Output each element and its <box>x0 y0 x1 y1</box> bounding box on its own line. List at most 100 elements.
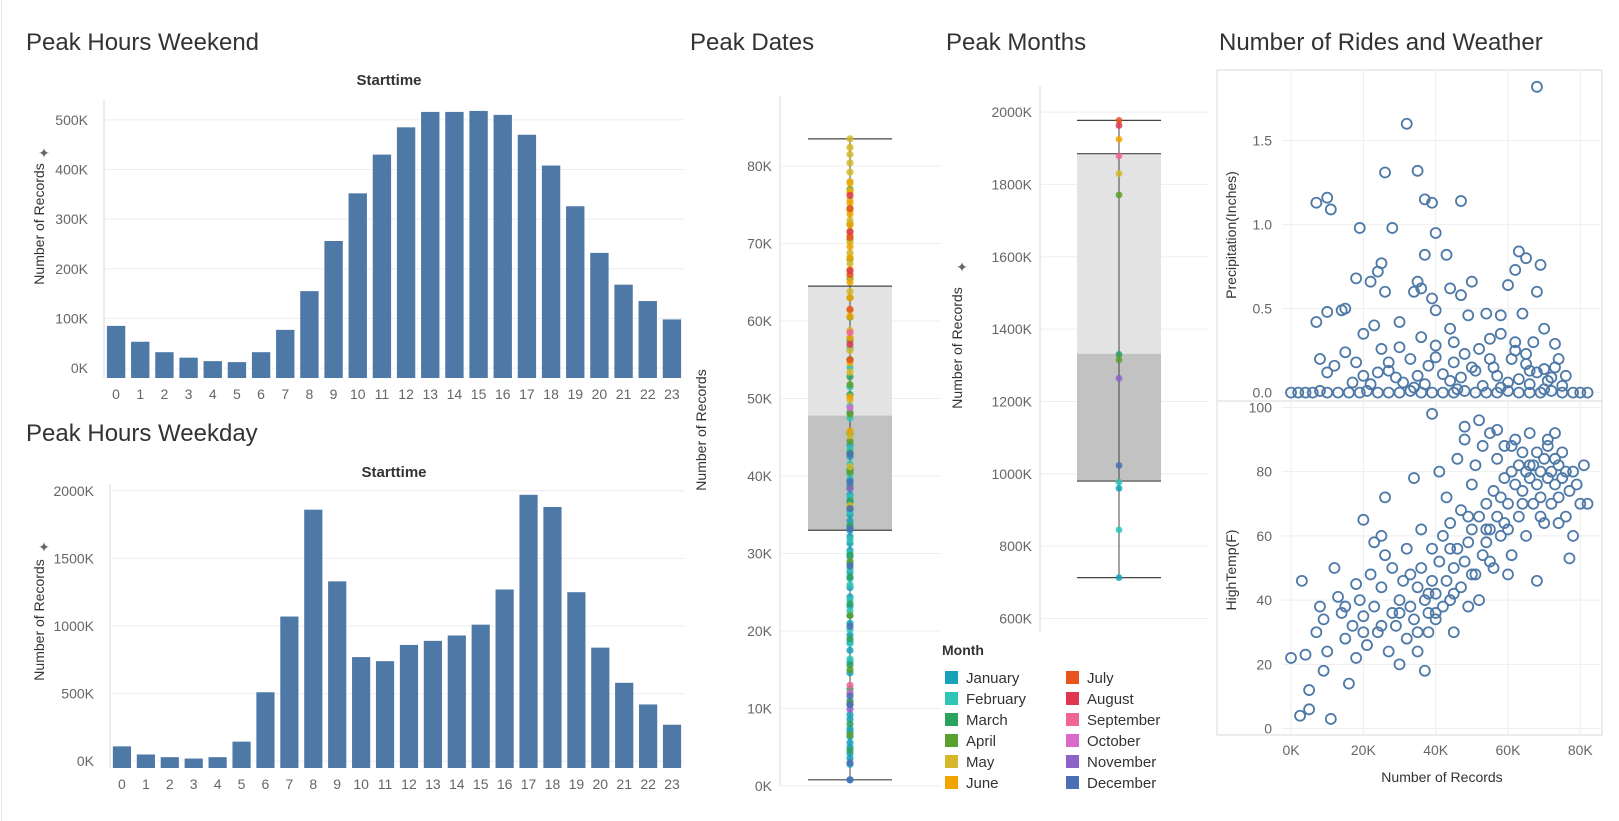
weekday-xtick-label: 6 <box>262 776 270 792</box>
precip-grid <box>1282 70 1602 401</box>
precip-point <box>1534 259 1547 271</box>
weekend-xtick-label: 14 <box>447 386 463 402</box>
temp-point <box>1386 562 1399 574</box>
weather-title: Number of Rides and Weather <box>1219 29 1543 56</box>
temp-point <box>1531 446 1543 459</box>
dates-point <box>846 404 854 412</box>
temp-point <box>1541 440 1554 452</box>
weekday-bar <box>232 741 251 768</box>
temp-point <box>1285 652 1297 664</box>
temp-point <box>1350 652 1363 664</box>
temp-point <box>1491 424 1504 436</box>
temp-point <box>1549 452 1561 465</box>
months-point <box>1115 374 1123 382</box>
weekend-xtick-label: 8 <box>306 386 314 402</box>
weekend-bar <box>469 110 488 379</box>
weekend-xtick-label: 12 <box>398 386 414 402</box>
weekend-xtick-label: 18 <box>543 386 559 402</box>
precip-point <box>1523 364 1536 377</box>
legend-swatch <box>1066 755 1079 768</box>
weekend-xtick-label: 19 <box>567 386 583 402</box>
temp-point <box>1502 497 1514 510</box>
dates-point <box>846 692 854 700</box>
dates-point <box>846 535 854 544</box>
temp-point <box>1484 427 1496 440</box>
temp-point <box>1368 600 1381 613</box>
weekend-xtick-label: 20 <box>592 386 608 402</box>
legend-swatch <box>945 692 958 705</box>
precip-point <box>1415 282 1428 295</box>
weekday-xtick-label: 7 <box>285 776 293 792</box>
temp-point <box>1512 510 1525 523</box>
weekend-ytick-label: 300K <box>55 211 88 227</box>
months-point <box>1115 478 1123 486</box>
precip-point <box>1339 302 1352 315</box>
weekend-bar <box>155 352 174 378</box>
temp-point <box>1357 626 1370 639</box>
temp-point <box>1324 713 1337 725</box>
temp-point <box>1400 542 1413 555</box>
dates-point <box>846 666 854 674</box>
dates-yticks: 0K 10K 20K 30K 40K 50K 60K 70K 80K <box>747 158 773 794</box>
temp-point <box>1411 645 1424 658</box>
weekday-xtick-label: 22 <box>640 776 656 792</box>
dates-point <box>846 380 854 389</box>
dates-point <box>846 484 854 492</box>
precip-point <box>1480 307 1493 320</box>
weekend-bar <box>179 357 198 378</box>
weekend-xtick-label: 10 <box>350 386 366 402</box>
temp-point <box>1520 529 1532 542</box>
dates-point <box>846 334 854 342</box>
temp-point <box>1397 574 1410 587</box>
weekend-pin-icon: ✦ <box>38 145 50 161</box>
months-ylabel: Number of Records <box>949 287 965 408</box>
temp-xtick-label: 60K <box>1496 742 1522 758</box>
weekday-bar <box>112 746 132 768</box>
precip-point <box>1411 164 1424 177</box>
dates-point <box>846 143 854 151</box>
temp-point <box>1429 613 1442 626</box>
dates-point <box>846 746 854 754</box>
weekday-bar <box>423 640 442 768</box>
temp-point <box>1552 491 1565 504</box>
precip-point <box>1364 275 1377 288</box>
temp-point <box>1404 568 1417 581</box>
legend-label: February <box>966 691 1027 708</box>
weekend-bar <box>590 252 609 378</box>
weekend-xtick-label: 11 <box>375 386 390 402</box>
precip-point <box>1512 245 1525 258</box>
months-point <box>1115 574 1123 582</box>
temp-point <box>1487 562 1500 574</box>
precip-point <box>1437 368 1449 381</box>
weekend-bar <box>372 154 392 378</box>
weekend-ytick-label: 500K <box>55 112 88 128</box>
precip-point <box>1429 339 1442 352</box>
temp-point <box>1295 574 1308 587</box>
legend-items: January February March April May June July Augu… <box>945 670 1160 792</box>
precip-point <box>1473 343 1485 355</box>
dates-point <box>846 478 854 486</box>
dates-point <box>846 410 854 418</box>
temp-point <box>1379 491 1391 504</box>
legend-swatch <box>1066 692 1079 705</box>
legend-title: Month <box>942 642 984 658</box>
precip-point <box>1476 379 1489 392</box>
months-point <box>1115 526 1123 534</box>
months-ytick-label: 1000K <box>992 466 1033 482</box>
temp-point <box>1458 420 1471 433</box>
temp-point <box>1469 568 1482 581</box>
precip-point <box>1364 378 1377 391</box>
temp-point <box>1415 562 1428 574</box>
weather-charts: Number of Rides and Weather Precipitatio… <box>1216 29 1603 785</box>
months-points <box>1115 117 1123 582</box>
temp-point <box>1429 587 1442 600</box>
temp-point <box>1447 587 1460 600</box>
weekday-bar <box>591 647 610 768</box>
temp-point <box>1462 510 1475 523</box>
temp-point <box>1491 452 1504 465</box>
precip-point <box>1353 386 1366 399</box>
dates-points <box>846 135 854 784</box>
dates-point <box>846 468 854 476</box>
precip-point <box>1371 265 1384 278</box>
weekday-bar <box>495 589 514 768</box>
